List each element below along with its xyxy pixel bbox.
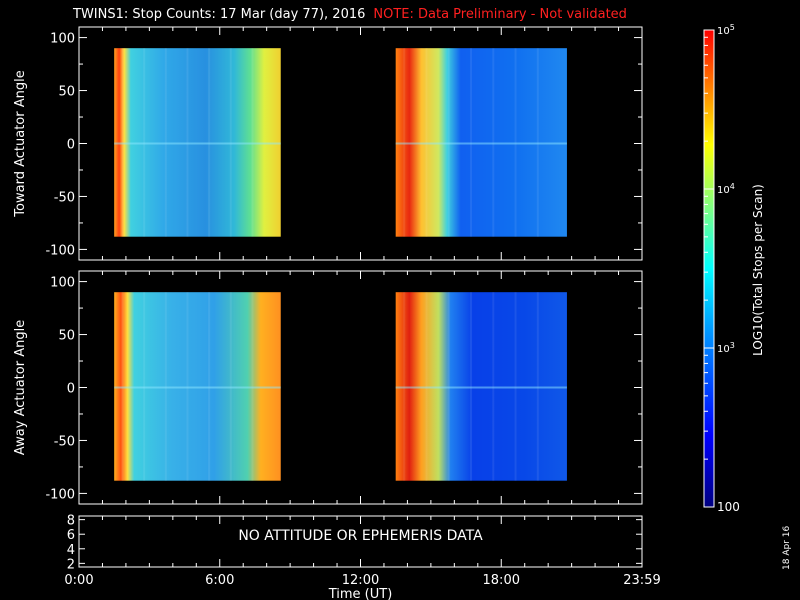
y-tick-label: 6	[67, 528, 75, 543]
y-tick-label: 2	[67, 557, 75, 572]
heatmap-block	[395, 48, 567, 237]
y-axis-label: Toward Actuator Angle	[13, 70, 28, 217]
x-tick-label: 0:00	[64, 573, 93, 588]
title-text: TWINS1: Stop Counts: 17 Mar (day 77), 20…	[73, 7, 366, 22]
no-data-annotation: NO ATTITUDE OR EPHEMERIS DATA	[238, 528, 483, 544]
y-tick-label: 0	[67, 382, 75, 397]
y-tick-label: 100	[50, 276, 75, 291]
colorbar-tick-label: 103	[717, 341, 735, 355]
preliminary-note: NOTE: Data Preliminary - Not validated	[373, 7, 627, 22]
colorbar-tick-label: 100	[717, 500, 740, 514]
x-tick-label: 6:00	[205, 573, 234, 588]
panels-layer: 100 50 0 -50 -100 Toward Actuator Angle 100 50 0…	[13, 23, 765, 600]
heatmap-block	[114, 292, 281, 481]
y-tick-label: -50	[54, 434, 75, 449]
date-stamp: 18 Apr 16	[782, 525, 792, 570]
chart-title: TWINS1: Stop Counts: 17 Mar (day 77), 20…	[73, 7, 627, 22]
heatmap-block	[395, 292, 567, 481]
heatmap-block	[114, 48, 281, 237]
x-axis-label: Time (UT)	[328, 587, 393, 600]
colorbar	[703, 29, 715, 508]
x-tick-label: 23:59	[623, 573, 660, 588]
y-tick-label: -100	[45, 487, 75, 502]
y-tick-label: 0	[67, 138, 75, 153]
colorbar-tick-label: 105	[717, 23, 735, 37]
x-tick-label: 12:00	[342, 573, 379, 588]
y-tick-label: -50	[54, 190, 75, 205]
y-tick-label: 4	[67, 543, 75, 558]
colorbar-tick-label: 104	[717, 182, 735, 196]
x-tick-label: 18:00	[483, 573, 520, 588]
y-tick-label: 100	[50, 32, 75, 47]
y-tick-label: 50	[58, 329, 75, 344]
y-tick-label: -100	[45, 243, 75, 258]
y-tick-label: 8	[67, 514, 75, 529]
y-axis-label: Away Actuator Angle	[13, 320, 28, 455]
colorbar-label: LOG10(Total Stops per Scan)	[751, 184, 765, 356]
y-tick-label: 50	[58, 85, 75, 100]
